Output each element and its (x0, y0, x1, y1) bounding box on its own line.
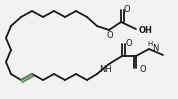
Text: OH: OH (139, 26, 153, 34)
Text: NH: NH (99, 65, 111, 73)
Text: O: O (125, 39, 132, 48)
Text: O: O (139, 65, 146, 73)
Text: O: O (107, 30, 113, 40)
Text: N: N (152, 43, 158, 52)
Text: O: O (124, 4, 131, 13)
Text: H: H (147, 41, 153, 47)
